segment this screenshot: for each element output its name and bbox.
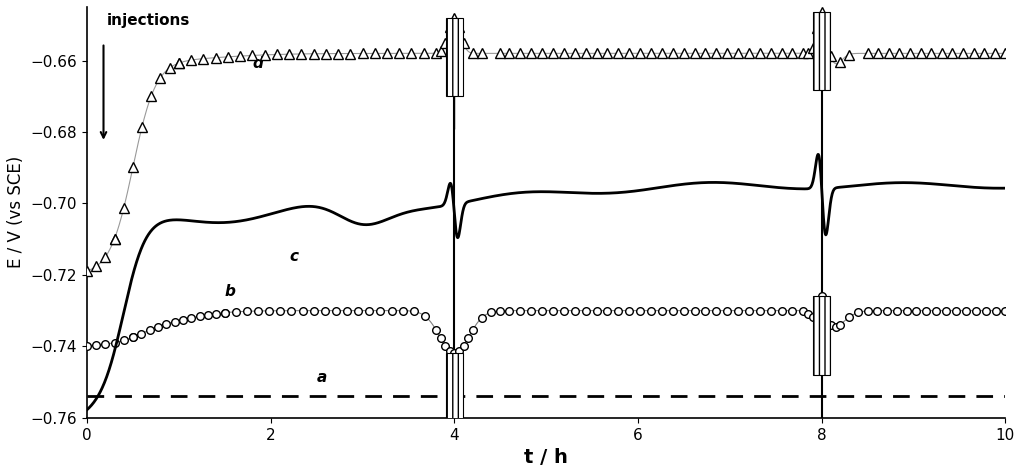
Text: d: d	[252, 55, 264, 71]
Text: c: c	[289, 248, 298, 264]
FancyBboxPatch shape	[446, 18, 463, 96]
Text: b: b	[225, 284, 236, 299]
Text: a: a	[317, 370, 327, 385]
FancyBboxPatch shape	[814, 296, 830, 374]
Y-axis label: E / V (vs SCE): E / V (vs SCE)	[7, 156, 25, 268]
FancyBboxPatch shape	[446, 354, 463, 432]
X-axis label: t / h: t / h	[524, 448, 568, 467]
Text: injections: injections	[107, 13, 190, 28]
FancyBboxPatch shape	[814, 12, 830, 90]
